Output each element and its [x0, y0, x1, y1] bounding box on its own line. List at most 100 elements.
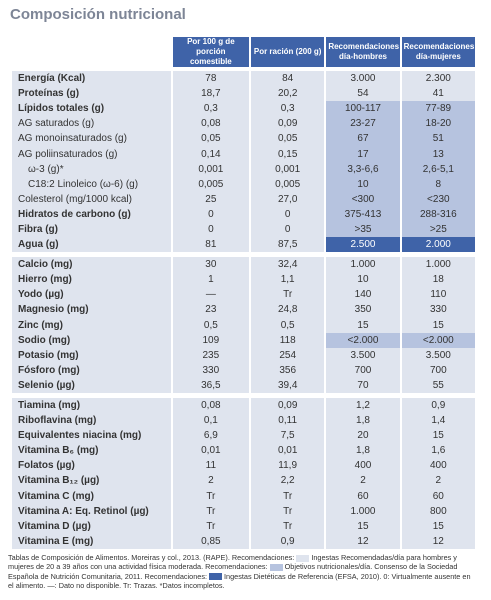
legend-box — [269, 563, 283, 571]
cell: 10 — [326, 272, 400, 288]
row-label: ω-3 (g)* — [12, 161, 171, 177]
nutrition-table: Por 100 g de porción comestible Por raci… — [10, 37, 477, 549]
cell: 27,0 — [251, 191, 325, 207]
cell: 118 — [251, 332, 325, 348]
cell: 2,2 — [251, 473, 325, 489]
cell: 39,4 — [251, 377, 325, 393]
cell: 1,8 — [326, 443, 400, 459]
gap-cell — [326, 392, 400, 398]
cell: 1.000 — [401, 257, 475, 273]
cell: 0,85 — [172, 533, 250, 549]
cell: 0,9 — [401, 397, 475, 414]
table-row: Agua (g) 81 87,5 2.500 2.000 — [12, 237, 475, 253]
table-row: ω-3 (g)* 0,001 0,001 3,3-6,6 2,6-5,1 — [12, 161, 475, 177]
cell: 30 — [172, 257, 250, 273]
cell: 0,14 — [172, 146, 250, 162]
table-row: Calcio (mg) 30 32,4 1.000 1.000 — [12, 257, 475, 273]
cell: 288-316 — [401, 206, 475, 222]
cell: 0,01 — [251, 443, 325, 459]
cell: 87,5 — [251, 237, 325, 253]
cell: 54 — [326, 86, 400, 102]
row-label: Hierro (mg) — [12, 272, 171, 288]
cell: 0,11 — [251, 413, 325, 429]
cell: <300 — [326, 191, 400, 207]
cell: 10 — [326, 176, 400, 192]
cell: 41 — [401, 86, 475, 102]
cell: 1,4 — [401, 413, 475, 429]
table-row: Tiamina (mg) 0,08 0,09 1,2 0,9 — [12, 397, 475, 414]
column-header: Recomendaciones día-hombres — [326, 37, 400, 67]
table-row: Zinc (mg) 0,5 0,5 15 15 — [12, 317, 475, 333]
cell: 100-117 — [326, 101, 400, 117]
cell: 3.000 — [326, 67, 400, 87]
gap-cell — [401, 252, 475, 258]
cell: 15 — [401, 518, 475, 534]
cell: 77-89 — [401, 101, 475, 117]
table-row: C18:2 Linoleico (ω-6) (g) 0,005 0,005 10 8 — [12, 176, 475, 192]
cell: 0,001 — [251, 161, 325, 177]
cell: 12 — [401, 533, 475, 549]
cell: 0,09 — [251, 116, 325, 132]
cell: 1,6 — [401, 443, 475, 459]
row-label: Energía (Kcal) — [12, 67, 171, 87]
cell: — — [172, 287, 250, 303]
row-label: Agua (g) — [12, 237, 171, 253]
cell: 3.500 — [326, 347, 400, 363]
row-label: Zinc (mg) — [12, 317, 171, 333]
row-label: Potasio (mg) — [12, 347, 171, 363]
cell: 400 — [326, 458, 400, 474]
table-row: Vitamina C (mg) Tr Tr 60 60 — [12, 488, 475, 504]
row-label: Yodo (µg) — [12, 287, 171, 303]
cell: 375-413 — [326, 206, 400, 222]
cell: <2.000 — [401, 332, 475, 348]
cell: >35 — [326, 221, 400, 238]
gap-cell — [12, 392, 171, 398]
cell: 20 — [326, 428, 400, 444]
column-header: Por 100 g de porción comestible — [172, 37, 250, 67]
cell: 78 — [172, 67, 250, 87]
row-label: Lípidos totales (g) — [12, 101, 171, 117]
table-row: Vitamina B₁₂ (µg) 2 2,2 2 2 — [12, 473, 475, 489]
cell: 2.500 — [326, 237, 400, 253]
cell: 140 — [326, 287, 400, 303]
cell: 0,15 — [251, 146, 325, 162]
cell: 356 — [251, 362, 325, 378]
cell: 32,4 — [251, 257, 325, 273]
cell: 1.000 — [326, 257, 400, 273]
cell: 110 — [401, 287, 475, 303]
table-row: Yodo (µg) — Tr 140 110 — [12, 287, 475, 303]
cell: 67 — [326, 131, 400, 147]
column-header: Por ración (200 g) — [251, 37, 325, 67]
section-gap — [12, 252, 475, 258]
row-label: AG monoinsaturados (g) — [12, 131, 171, 147]
row-label: Fibra (g) — [12, 221, 171, 238]
cell: Tr — [251, 518, 325, 534]
cell: 0 — [251, 206, 325, 222]
row-label: Riboflavina (mg) — [12, 413, 171, 429]
row-label: Proteínas (g) — [12, 86, 171, 102]
cell: 1,8 — [326, 413, 400, 429]
cell: 400 — [401, 458, 475, 474]
cell: 0,05 — [172, 131, 250, 147]
cell: 2 — [326, 473, 400, 489]
cell: 0,9 — [251, 533, 325, 549]
table-row: Magnesio (mg) 23 24,8 350 330 — [12, 302, 475, 318]
cell: Tr — [172, 503, 250, 519]
row-label: Calcio (mg) — [12, 257, 171, 273]
table-row: Hierro (mg) 1 1,1 10 18 — [12, 272, 475, 288]
row-label: AG poliinsaturados (g) — [12, 146, 171, 162]
row-label: Selenio (µg) — [12, 377, 171, 393]
cell: 18 — [401, 272, 475, 288]
cell: 84 — [251, 67, 325, 87]
cell: 12 — [326, 533, 400, 549]
cell: 330 — [172, 362, 250, 378]
table-row: Folatos (µg) 11 11,9 400 400 — [12, 458, 475, 474]
row-label: Vitamina D (µg) — [12, 518, 171, 534]
footnote: Tablas de Composición de Alimentos. More… — [8, 553, 478, 591]
cell: 1.000 — [326, 503, 400, 519]
cell: 0,1 — [172, 413, 250, 429]
cell: 51 — [401, 131, 475, 147]
cell: 15 — [401, 317, 475, 333]
cell: 60 — [326, 488, 400, 504]
cell: 8 — [401, 176, 475, 192]
